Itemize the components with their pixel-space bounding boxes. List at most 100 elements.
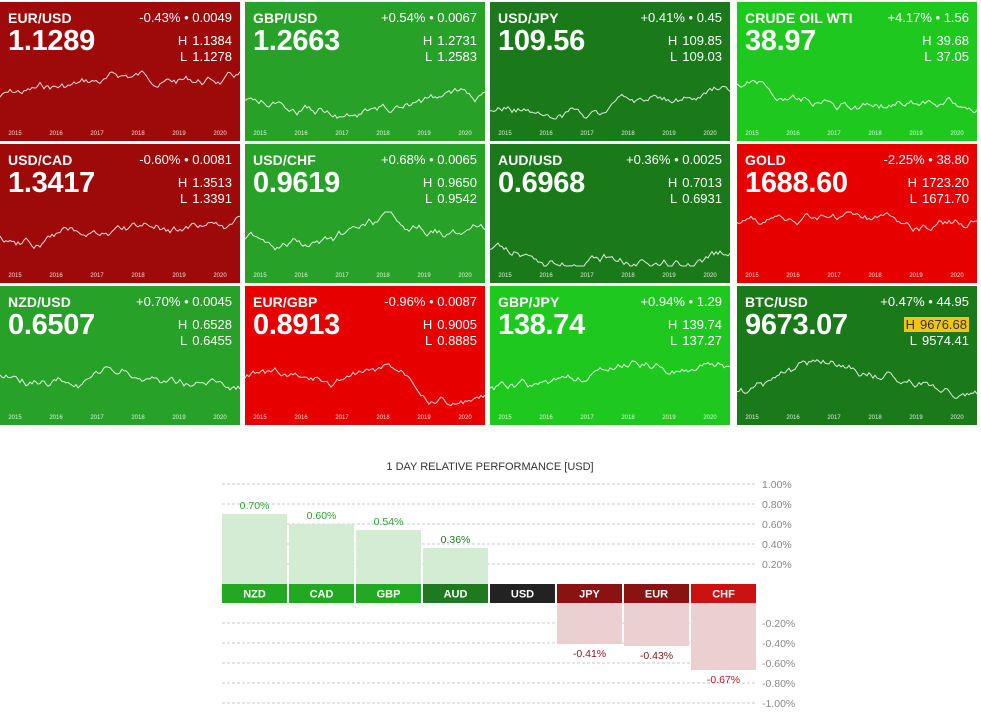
year-axis: 2015 2016 2017 2018 2019 2020 (245, 131, 485, 139)
year-label: 2020 (950, 273, 964, 279)
market-tile[interactable]: CRUDE OIL WTI +4.17% • 1.56 38.97 H 39.68 L 37… (737, 2, 977, 141)
market-tile[interactable]: USD/CAD -0.60% • 0.0081 1.3417 H 1.3513 L 1.33… (0, 144, 240, 283)
sparkline-path (245, 363, 485, 407)
market-tile[interactable]: BTC/USD +0.47% • 44.95 9673.07 H 9676.68 L 957… (737, 286, 977, 425)
high-value: 0.6528 (192, 317, 232, 332)
year-label: 2020 (213, 273, 227, 279)
year-label: 2017 (580, 131, 594, 137)
year-axis: 2015 2016 2017 2018 2019 2020 (737, 415, 977, 423)
year-axis: 2015 2016 2017 2018 2019 2020 (0, 131, 240, 139)
sparkline-chart (737, 359, 977, 399)
year-label: 2019 (662, 273, 676, 279)
market-tile[interactable]: GBP/JPY +0.94% • 1.29 138.74 H 139.74 L 137.27… (490, 286, 730, 425)
high-label: H (177, 317, 188, 332)
low-label: L (909, 333, 917, 348)
year-label: 2019 (909, 415, 923, 421)
bar-value-label: -0.43% (640, 650, 673, 662)
low-row: L 0.6931 (670, 191, 722, 206)
market-tile[interactable]: AUD/USD +0.36% • 0.0025 0.6968 H 0.7013 L 0.69… (490, 144, 730, 283)
bar-value-label: 0.60% (307, 510, 337, 522)
year-label: 2016 (294, 273, 308, 279)
market-tile[interactable]: EUR/USD -0.43% • 0.0049 1.1289 H 1.1384 L 1.12… (0, 2, 240, 141)
low-label: L (425, 191, 433, 206)
category-label-box (490, 584, 555, 603)
instrument-name: USD/CAD (8, 152, 73, 168)
instrument-name: GBP/USD (253, 10, 318, 26)
y-tick-label: -0.80% (762, 678, 795, 690)
high-value: 0.7013 (682, 175, 722, 190)
price-value: 109.56 (498, 25, 585, 57)
sparkline-path (490, 242, 730, 267)
high-label: H (422, 33, 433, 48)
high-value: 39.68 (936, 33, 969, 48)
year-label: 2018 (376, 273, 390, 279)
year-label: 2019 (417, 415, 431, 421)
low-label: L (180, 49, 188, 64)
low-value: 1671.70 (922, 191, 969, 206)
sparkline-path (245, 87, 485, 120)
price-value: 0.8913 (253, 309, 340, 341)
low-row: L 1671.70 (910, 191, 969, 206)
year-label: 2020 (703, 131, 717, 137)
price-value: 0.6968 (498, 167, 585, 199)
low-row: L 0.9542 (425, 191, 477, 206)
year-label: 2017 (827, 131, 841, 137)
year-label: 2019 (662, 131, 676, 137)
y-tick-label: 0.80% (762, 499, 792, 511)
bar-value-label: 0.54% (374, 516, 404, 528)
year-label: 2016 (786, 415, 800, 421)
change-value: +4.17% • 1.56 (887, 10, 969, 25)
instrument-name: NZD/USD (8, 294, 71, 310)
change-value: -0.43% • 0.0049 (139, 10, 232, 25)
high-value: 0.9005 (437, 317, 477, 332)
high-label: H (667, 317, 678, 332)
high-value: 1723.20 (922, 175, 969, 190)
instrument-name: EUR/USD (8, 10, 72, 26)
chart-title: 1 DAY RELATIVE PERFORMANCE [USD] (386, 461, 593, 473)
sparkline-chart (490, 85, 730, 120)
market-tile[interactable]: NZD/USD +0.70% • 0.0045 0.6507 H 0.6528 L 0.64… (0, 286, 240, 425)
year-label: 2016 (49, 273, 63, 279)
category-label: EUR (645, 589, 668, 601)
year-label: 2016 (539, 415, 553, 421)
market-tile[interactable]: EUR/GBP -0.96% • 0.0087 0.8913 H 0.9005 L 0.88… (245, 286, 485, 425)
year-axis: 2015 2016 2017 2018 2019 2020 (737, 131, 977, 139)
change-value: -0.60% • 0.0081 (139, 152, 232, 167)
year-label: 2019 (417, 131, 431, 137)
change-value: +0.70% • 0.0045 (136, 294, 232, 309)
category-label: JPY (579, 589, 600, 601)
sparkline-chart (0, 70, 240, 98)
market-tile[interactable]: USD/JPY +0.41% • 0.45 109.56 H 109.85 L 109.03… (490, 2, 730, 141)
sparkline-chart (737, 79, 977, 114)
year-label: 2017 (335, 273, 349, 279)
year-label: 2019 (172, 273, 186, 279)
high-value: 109.85 (682, 33, 722, 48)
market-tile[interactable]: USD/CHF +0.68% • 0.0065 0.9619 H 0.9650 L 0.95… (245, 144, 485, 283)
low-label: L (425, 49, 433, 64)
high-row: H 109.85 (668, 33, 722, 48)
year-axis: 2015 2016 2017 2018 2019 2020 (0, 273, 240, 281)
year-label: 2016 (49, 131, 63, 137)
year-label: 2017 (90, 415, 104, 421)
sparkline-path (0, 215, 240, 250)
market-tile[interactable]: GOLD -2.25% • 38.80 1688.60 H 1723.20 L 1671.7… (737, 144, 977, 283)
year-label: 2018 (868, 273, 882, 279)
category-label-box (691, 584, 756, 603)
instrument-name: USD/CHF (253, 152, 316, 168)
sparkline-path (490, 360, 730, 391)
market-tile[interactable]: GBP/USD +0.54% • 0.0067 1.2663 H 1.2731 L 1.25… (245, 2, 485, 141)
year-label: 2017 (580, 415, 594, 421)
year-label: 2015 (498, 273, 512, 279)
year-axis: 2015 2016 2017 2018 2019 2020 (0, 415, 240, 423)
low-label: L (909, 191, 917, 206)
year-label: 2020 (458, 131, 472, 137)
bar (624, 603, 689, 646)
change-value: +0.54% • 0.0067 (381, 10, 477, 25)
year-label: 2017 (827, 415, 841, 421)
low-label: L (180, 191, 188, 206)
year-label: 2018 (131, 273, 145, 279)
low-row: L 37.05 (924, 49, 969, 64)
bar (289, 524, 354, 584)
low-row: L 1.3391 (180, 191, 232, 206)
year-label: 2019 (909, 273, 923, 279)
